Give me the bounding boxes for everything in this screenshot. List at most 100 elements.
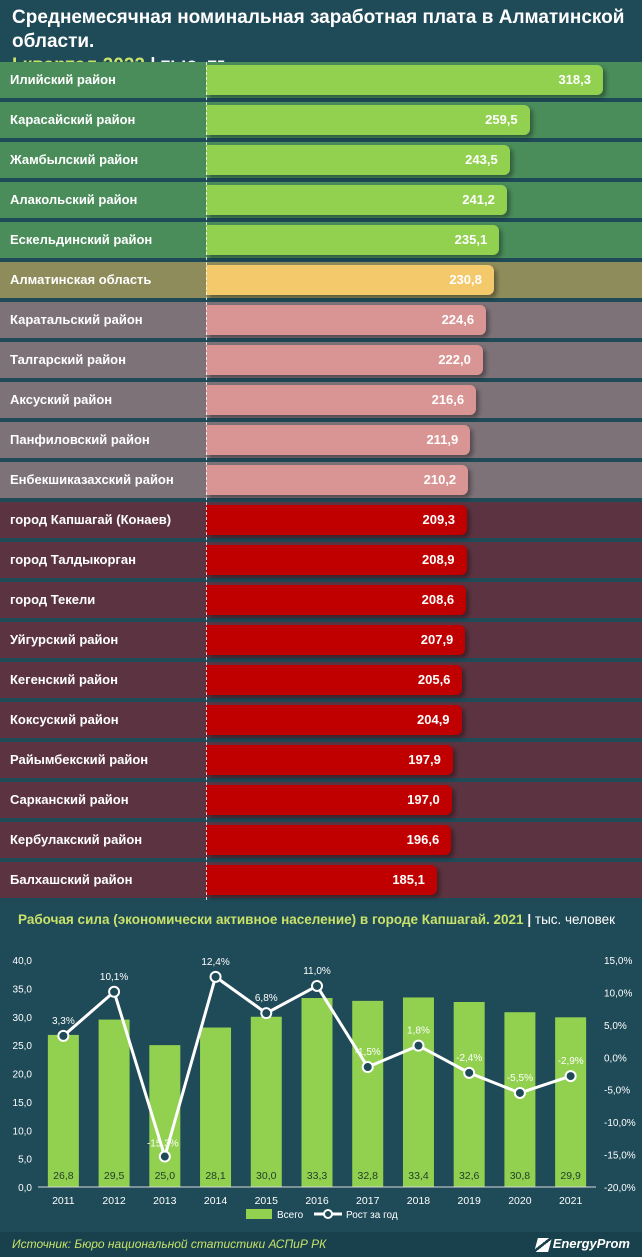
y-left-tick-label: 40,0 (13, 956, 33, 967)
bar-value-label: 197,0 (407, 792, 440, 807)
bar: 243,5 (206, 145, 510, 175)
bar-row: Уйгурский район 207,9 (0, 622, 642, 658)
bar-row: Кербулакский район 196,6 (0, 822, 642, 858)
y-right-tick-label: 10,0% (604, 988, 632, 999)
growth-point (158, 1150, 171, 1163)
bar-value-label: 26,8 (53, 1170, 74, 1182)
bar (453, 1001, 485, 1187)
bar-category-label: город Капшагай (Конаев) (10, 512, 172, 527)
y-right-tick-label: 15,0% (604, 956, 632, 967)
growth-point (209, 970, 222, 983)
growth-point (311, 979, 323, 992)
bar-row: Илийский район 318,3 (0, 62, 642, 98)
bar-row: город Талдыкорган 208,9 (0, 542, 642, 578)
labor-force-title-text: Рабочая сила (экономически активное насе… (18, 912, 524, 927)
bar-category-label: Сарканский район (10, 792, 129, 807)
bar: 208,9 (206, 545, 467, 575)
bar: 197,9 (206, 745, 453, 775)
bar-value-label: 208,6 (421, 592, 455, 607)
labor-force-separator: | (527, 912, 532, 927)
x-tick-label: 2016 (305, 1195, 329, 1207)
bar: 207,9 (206, 625, 466, 655)
growth-point (564, 1070, 577, 1083)
labor-force-unit: тыс. человек (534, 912, 616, 927)
bar-value-label: 29,5 (104, 1170, 125, 1182)
bar: 230,8 (206, 265, 494, 295)
y-left-tick-label: 35,0 (13, 984, 33, 995)
bar-row: город Капшагай (Конаев) 209,3 (0, 502, 642, 538)
bar-row: Коксуский район 204,9 (0, 702, 642, 738)
growth-label: 6,8% (255, 993, 278, 1004)
bar-category-label: Жамбылский район (10, 152, 139, 167)
bar: 259,5 (206, 105, 530, 135)
x-tick-label: 2011 (52, 1195, 75, 1207)
bar: 209,3 (206, 505, 468, 535)
growth-point (361, 1061, 374, 1074)
title-line-1: Среднемесячная номинальная заработная пл… (12, 7, 625, 52)
y-right-tick-label: -10,0% (604, 1118, 636, 1129)
growth-point (412, 1039, 425, 1052)
bar-category-label: Ескельдинский район (10, 232, 153, 247)
bar: 222,0 (206, 345, 483, 375)
bar-category-label: Енбекшиказахский район (10, 472, 174, 487)
bar-value-label: 28,1 (205, 1170, 226, 1182)
labor-force-combo-chart: 0,0 5,0 10,0 15,0 20,0 25,0 30,0 35,0 40,0 -20,0%… (13, 956, 636, 1221)
bar (200, 1027, 232, 1187)
bar-row: Балхашский район 185,1 (0, 862, 642, 898)
x-tick-label: 2012 (102, 1195, 126, 1207)
bar-value-label: 259,5 (485, 112, 518, 127)
bar-value-label: 204,9 (417, 712, 450, 727)
x-tick-label: 2014 (204, 1195, 228, 1207)
bar (250, 1016, 282, 1187)
bar-value-label: 205,6 (417, 672, 451, 687)
source-text: Источник: Бюро национальной статистики А… (12, 1237, 327, 1251)
bar-row: Кегенский район 205,6 (0, 662, 642, 698)
growth-label: -2,9% (558, 1056, 584, 1067)
x-tick-label: 2017 (356, 1195, 380, 1207)
x-tick-label: 2020 (508, 1195, 532, 1207)
bar-category-label: Илийский район (10, 72, 116, 87)
y-left-tick-label: 0,0 (18, 1183, 32, 1194)
logo-text: EnergyProm (552, 1236, 630, 1251)
bar-category-label: Аксуский район (10, 392, 113, 407)
bar-row: Карасайский район 259,5 (0, 102, 642, 138)
legend-swatch-total (246, 1209, 272, 1219)
bar-value-label: 185,1 (392, 872, 425, 887)
bar-category-label: Панфиловский район (10, 432, 150, 447)
bar-row: Талгарский район 222,0 (0, 342, 642, 378)
growth-point (513, 1086, 526, 1099)
bar-value-label: 32,6 (459, 1170, 480, 1182)
bar (98, 1019, 130, 1187)
bar: 185,1 (206, 865, 437, 895)
bar: 216,6 (206, 385, 477, 415)
growth-point (260, 1007, 273, 1020)
bar-value-label: 32,8 (358, 1170, 379, 1182)
x-tick-label: 2015 (255, 1195, 279, 1207)
bar-baseline (206, 62, 207, 900)
bar-row: Аксуский район 216,6 (0, 382, 642, 418)
growth-label: 11,0% (303, 966, 331, 977)
bar-value-label: 25,0 (155, 1170, 176, 1182)
bar: 211,9 (206, 425, 471, 455)
bar-category-label: Алматинская область (10, 272, 152, 287)
growth-label: -2,4% (456, 1053, 482, 1064)
bar-row: Алматинская область 230,8 (0, 262, 642, 298)
bar-row: Панфиловский район 211,9 (0, 422, 642, 458)
bar-value-label: 196,6 (406, 832, 440, 847)
bar (555, 1017, 587, 1187)
legend-label-growth: Рост за год (346, 1210, 398, 1221)
bar: 318,3 (206, 65, 603, 95)
bar (301, 998, 333, 1187)
y-left-tick-label: 15,0 (13, 1098, 33, 1109)
bar-row: Каратальский район 224,6 (0, 302, 642, 338)
bar-category-label: Талгарский район (10, 352, 126, 367)
bar-value-label: 222,0 (438, 352, 471, 367)
bar-row: Жамбылский район 243,5 (0, 142, 642, 178)
labor-force-chart-title: Рабочая сила (экономически активное насе… (18, 912, 615, 927)
bar-value-label: 33,4 (408, 1170, 429, 1182)
bar-category-label: город Талдыкорган (10, 552, 136, 567)
growth-point (108, 985, 121, 998)
bar-row: Сарканский район 197,0 (0, 782, 642, 818)
growth-label: -5,5% (507, 1073, 533, 1084)
bar-value-label: 29,9 (560, 1170, 581, 1182)
